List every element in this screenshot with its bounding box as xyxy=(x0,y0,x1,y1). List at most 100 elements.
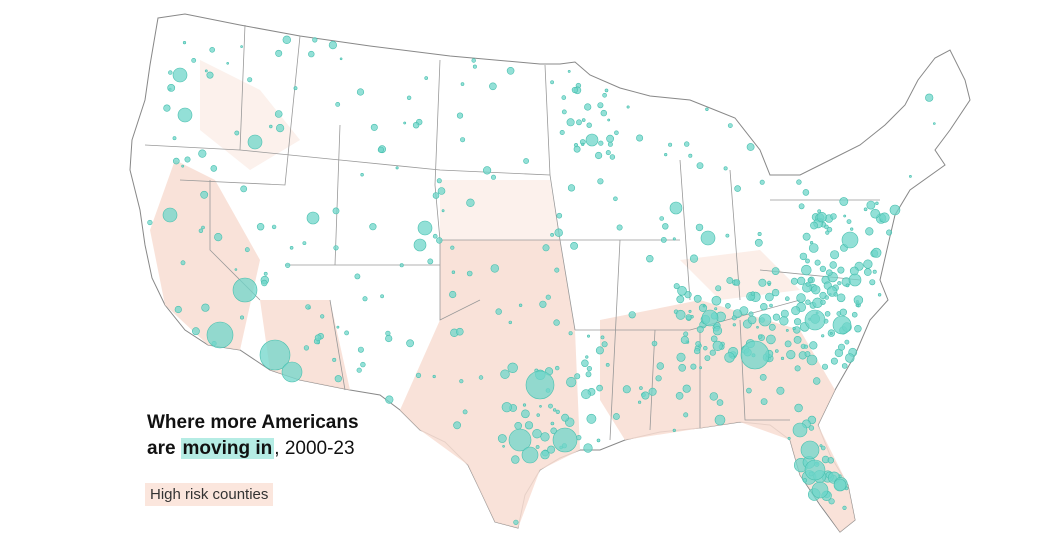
migration-bubble xyxy=(333,245,339,251)
migration-bubble xyxy=(184,156,191,163)
migration-bubble xyxy=(472,64,477,69)
migration-bubble xyxy=(201,225,205,230)
migration-bubble xyxy=(776,386,785,395)
migration-bubble xyxy=(682,384,691,393)
migration-bubble xyxy=(688,153,693,158)
migration-bubble xyxy=(689,254,699,263)
migration-bubble xyxy=(550,80,555,85)
migration-bubble xyxy=(725,302,731,309)
migration-bubble xyxy=(377,146,385,153)
migration-bubble xyxy=(356,88,365,96)
migration-bubble xyxy=(573,145,581,153)
migration-bubble xyxy=(581,118,586,122)
migration-bubble xyxy=(554,365,560,371)
migration-bubble xyxy=(210,165,218,172)
migration-bubble xyxy=(848,273,862,287)
state-borders xyxy=(144,24,880,441)
migration-bubble xyxy=(712,340,723,352)
migration-bubble xyxy=(675,309,686,320)
migration-bubble xyxy=(600,335,605,340)
migration-bubble xyxy=(281,361,303,383)
migration-bubble xyxy=(240,45,243,48)
migration-bubble xyxy=(807,277,813,283)
migration-bubble xyxy=(360,173,364,177)
migration-bubble xyxy=(162,207,178,223)
migration-bubble xyxy=(308,50,315,58)
migration-bubble xyxy=(800,440,820,460)
migration-bubble xyxy=(597,102,604,109)
migration-bubble xyxy=(334,375,342,383)
migration-bubble xyxy=(303,345,310,351)
migration-bubble xyxy=(709,392,718,401)
migration-bubble xyxy=(206,321,234,349)
migration-bubble xyxy=(204,69,208,73)
migration-bubble xyxy=(567,70,571,73)
migration-bubble xyxy=(748,311,754,317)
migration-bubble xyxy=(711,295,722,306)
migration-bubble xyxy=(177,107,193,123)
migration-bubble xyxy=(234,268,238,271)
migration-bubble xyxy=(871,247,882,258)
migration-bubble xyxy=(566,377,577,388)
migration-bubble xyxy=(714,414,726,426)
migration-bubble xyxy=(824,224,829,230)
migration-bubble xyxy=(584,103,592,111)
migration-bubble xyxy=(622,385,631,394)
migration-bubble xyxy=(568,331,573,336)
migration-bubble xyxy=(247,134,263,150)
bubbles xyxy=(147,35,936,525)
migration-bubble xyxy=(506,67,515,75)
migration-bubble xyxy=(839,308,847,316)
migration-bubble xyxy=(704,355,711,361)
migration-bubble xyxy=(780,309,789,318)
migration-bubble xyxy=(845,283,850,288)
migration-bubble xyxy=(605,362,610,367)
migration-bubble xyxy=(851,311,858,318)
migration-bubble xyxy=(539,300,547,308)
migration-bubble xyxy=(214,233,223,242)
migration-bubble xyxy=(226,61,229,65)
migration-bubble xyxy=(320,314,325,319)
migration-bubble xyxy=(830,213,837,220)
migration-bubble xyxy=(460,82,465,86)
migration-bubble xyxy=(932,122,936,125)
migration-bubble xyxy=(886,229,893,236)
migration-bubble xyxy=(613,413,620,420)
migration-bubble xyxy=(791,306,801,316)
migration-bubble xyxy=(659,216,665,221)
high-risk-areas xyxy=(150,60,855,532)
migration-bubble xyxy=(865,227,874,236)
migration-bubble xyxy=(779,316,789,326)
migration-bubble xyxy=(677,285,687,296)
migration-bubble xyxy=(449,290,457,299)
migration-bubble xyxy=(585,355,589,359)
migration-bubble xyxy=(678,363,687,372)
migration-bubble xyxy=(696,162,704,169)
migration-bubble xyxy=(495,308,502,315)
migration-bubble xyxy=(637,400,642,404)
migration-bubble xyxy=(626,105,630,109)
migration-bubble xyxy=(302,241,307,246)
migration-bubble xyxy=(586,413,597,424)
migration-bubble xyxy=(889,204,901,216)
migration-bubble xyxy=(710,335,718,343)
migration-bubble xyxy=(639,386,643,390)
migration-bubble xyxy=(814,259,821,266)
migration-bubble xyxy=(827,457,834,464)
migration-bubble xyxy=(683,141,690,147)
migration-bubble xyxy=(206,71,214,79)
migration-bubble xyxy=(247,77,253,83)
migration-bubble xyxy=(240,185,248,193)
migration-bubble xyxy=(436,178,442,184)
migration-bubble xyxy=(385,334,393,343)
migration-bubble xyxy=(450,245,455,250)
migration-bubble xyxy=(816,212,827,223)
title-word: are xyxy=(147,438,176,459)
migration-bubble xyxy=(305,304,311,310)
migration-bubble xyxy=(841,231,859,249)
migration-bubble xyxy=(437,187,446,195)
migration-bubble xyxy=(581,142,585,146)
migration-bubble xyxy=(548,403,553,409)
migration-bubble xyxy=(285,262,291,268)
